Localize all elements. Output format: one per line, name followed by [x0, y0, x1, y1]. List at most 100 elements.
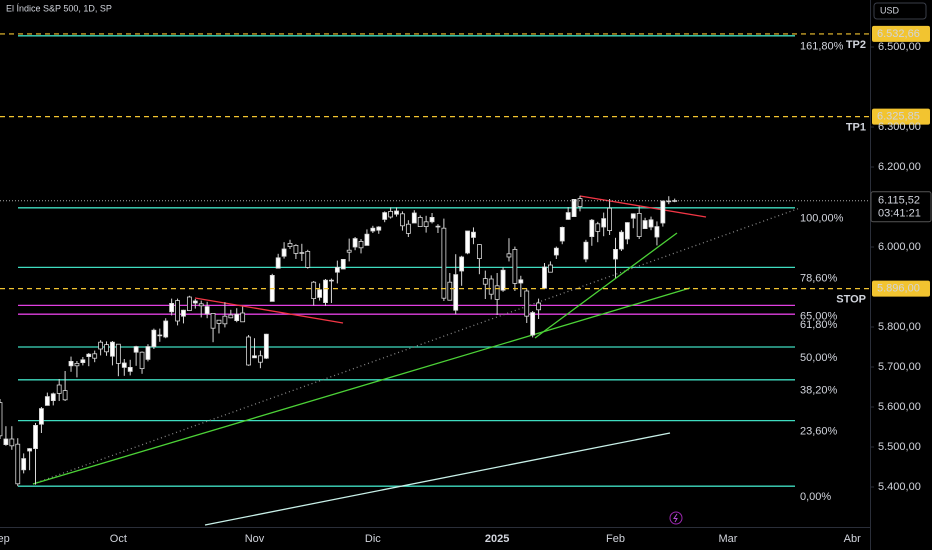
- candle-body: [370, 227, 376, 232]
- candle-body: [500, 269, 506, 291]
- candle-body: [92, 353, 98, 359]
- y-tick-label: 5.600,00: [878, 401, 921, 413]
- candle-body: [423, 221, 429, 228]
- candle-body: [252, 355, 257, 359]
- candle-body: [346, 249, 352, 253]
- candle-body: [459, 256, 465, 272]
- fib-label: 23,60%: [800, 426, 838, 438]
- candle-body: [104, 344, 109, 353]
- candle-body: [382, 212, 388, 220]
- candle-body: [429, 216, 435, 223]
- candle-body: [56, 384, 62, 394]
- candle-body: [388, 210, 394, 218]
- candle-body: [654, 226, 660, 238]
- candle-body: [258, 355, 263, 363]
- y-tick-label: 6.300,00: [878, 121, 921, 133]
- candle-body: [589, 219, 595, 237]
- candle-body: [210, 312, 216, 329]
- fib-levels: 161,80% 100,00% 78,60% 65,00%61,80% 50,00% 38…: [18, 35, 844, 503]
- candle-body: [405, 223, 411, 234]
- candle-body: [334, 266, 340, 273]
- fib-label: 161,80%: [800, 41, 844, 53]
- candle-body: [358, 240, 364, 249]
- candle-body: [275, 257, 281, 269]
- candle-body: [636, 212, 642, 237]
- candle-body: [157, 334, 163, 337]
- candle-body: [281, 248, 287, 257]
- candle-body: [447, 281, 453, 301]
- candle-body: [151, 329, 157, 348]
- candle-body: [394, 210, 399, 215]
- fib-label: 65,00%: [800, 310, 838, 322]
- drawings: [32, 195, 801, 526]
- x-tick-label: Feb: [606, 533, 625, 545]
- candle-body: [506, 253, 512, 258]
- candle-body: [39, 408, 44, 425]
- trend-line: [32, 287, 691, 485]
- candle-body: [163, 320, 169, 338]
- candle-body: [169, 302, 175, 313]
- fib-label: 38,20%: [800, 385, 838, 397]
- candle-body: [263, 333, 269, 359]
- candle-body: [435, 225, 441, 228]
- y-tick-label: 6.000,00: [878, 241, 921, 253]
- event-icon[interactable]: [669, 511, 683, 525]
- candle-body: [565, 212, 571, 220]
- candle-body: [121, 362, 127, 368]
- trend-line: [579, 195, 707, 218]
- candle-body: [127, 366, 133, 372]
- candle-body: [115, 343, 121, 364]
- candle-body: [33, 424, 38, 449]
- candle-body: [672, 200, 678, 202]
- candles: [0, 195, 678, 487]
- currency[interactable]: USD: [880, 5, 900, 15]
- candle-body: [536, 302, 541, 311]
- candle-body: [488, 278, 494, 295]
- target-tag: [872, 280, 930, 297]
- target-name: STOP: [836, 294, 866, 306]
- candle-body: [352, 238, 358, 248]
- countdown: 03:41:21: [878, 208, 921, 220]
- candle-body: [198, 303, 204, 307]
- candle-body: [9, 438, 15, 447]
- candle-body: [287, 242, 293, 247]
- candle-body: [530, 312, 536, 336]
- last-price-tag: [870, 191, 932, 223]
- candle-body: [624, 222, 630, 240]
- candle-body: [68, 360, 74, 367]
- candle-body: [44, 396, 50, 406]
- candle-body: [660, 200, 666, 224]
- target-tag: [872, 108, 930, 125]
- candle-body: [542, 266, 547, 289]
- candle-body: [175, 300, 180, 322]
- candle-body: [133, 346, 139, 353]
- candle-body: [192, 300, 198, 304]
- x-tick-label: 2025: [485, 533, 509, 545]
- candle-body: [15, 443, 21, 485]
- candle-body: [80, 359, 86, 363]
- candle-body: [246, 336, 251, 366]
- candle-body: [27, 448, 32, 452]
- y-tick-label: 5.400,00: [878, 481, 921, 493]
- x-tick-label: Abr: [844, 533, 861, 545]
- trend-line: [194, 297, 344, 324]
- candle-body: [583, 241, 589, 260]
- candle-body: [228, 314, 234, 319]
- candle-body: [21, 458, 27, 471]
- candle-body: [204, 306, 210, 315]
- candle-body: [234, 313, 240, 322]
- candle-body: [441, 227, 447, 299]
- candle-body: [601, 218, 607, 228]
- candle-body: [305, 250, 311, 268]
- trend-line: [534, 232, 678, 339]
- currency-box[interactable]: [873, 2, 927, 20]
- candle-body: [139, 351, 145, 370]
- candle-body: [571, 198, 577, 217]
- target-name: TP1: [846, 122, 866, 134]
- candle-body: [3, 438, 9, 445]
- candle-body: [524, 290, 530, 317]
- candle-body: [400, 213, 405, 227]
